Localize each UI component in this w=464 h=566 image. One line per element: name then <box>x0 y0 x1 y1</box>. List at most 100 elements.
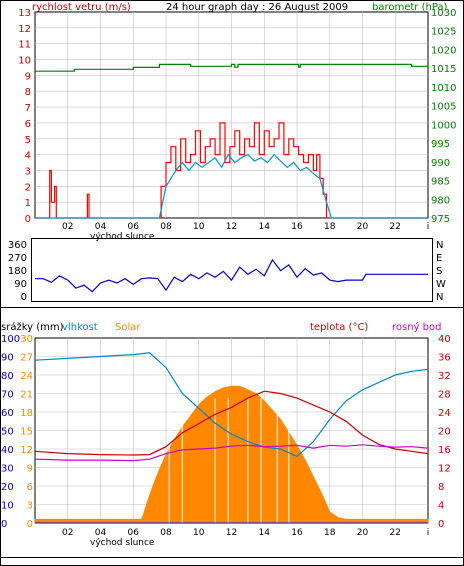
compass-label: N <box>436 292 443 303</box>
wind-tick-label: 4 <box>25 151 31 162</box>
rain-tick-label: 9 <box>27 464 33 475</box>
pressure-tick-label: 975 <box>431 214 450 225</box>
pressure-tick-label: 985 <box>431 177 450 188</box>
temperature-tick-label: 28 <box>438 390 451 401</box>
dewpoint-axis-title: rosný bod <box>392 321 441 333</box>
wind-tick-label: 7 <box>25 103 31 114</box>
rain-tick-label: 15 <box>20 427 33 438</box>
wind-tick-label: 8 <box>25 87 31 98</box>
wind-x-tick-label: 10 <box>193 222 205 232</box>
temperature-tick-label: 40 <box>438 334 451 345</box>
wind-tick-label: 6 <box>25 119 31 130</box>
direction-panel-frame <box>31 238 433 302</box>
pressure-series-line <box>35 63 428 72</box>
temperature-tick-label: 32 <box>438 371 451 382</box>
sunrise-label: východ slunce <box>90 538 155 548</box>
wind-x-tick-label: 14 <box>259 222 271 232</box>
wind-x-tick-label: 18 <box>324 222 336 232</box>
humidity-series-line <box>34 352 429 458</box>
page-title: 24 hour graph day : 26 August 2009 <box>166 2 348 13</box>
rain-tick-label: 24 <box>20 371 33 382</box>
pressure-tick-label: 1010 <box>431 83 456 94</box>
wind-axis-title: rychlost vetru (m/s) <box>32 2 131 13</box>
humidity-tick-label: 70 <box>1 390 14 401</box>
rain-tick-label: 6 <box>27 482 33 493</box>
wind-tick-label: 11 <box>18 40 31 51</box>
humidity-tick-label: 0 <box>1 519 7 530</box>
climate-x-tick-label: 18 <box>324 528 336 538</box>
wind-x-tick-label: 16 <box>291 222 303 232</box>
humidity-tick-label: 60 <box>1 408 14 419</box>
direction-tick-label: 180 <box>8 266 27 277</box>
climate-x-tick-label: 06 <box>128 528 140 538</box>
temperature-tick-label: 0 <box>438 519 444 530</box>
wind-x-tick-label: 04 <box>95 222 107 232</box>
temperature-tick-label: 8 <box>438 482 444 493</box>
wind-tick-label: 3 <box>25 166 31 177</box>
wind-x-tick-label: 22 <box>390 222 401 232</box>
compass-label: W <box>436 279 446 290</box>
humidity-tick-label: 20 <box>1 482 14 493</box>
pressure-tick-label: 1020 <box>431 45 456 56</box>
humidity-tick-label: 40 <box>1 445 14 456</box>
wind-x-tick-label: 06 <box>128 222 140 232</box>
solar-area <box>34 385 429 524</box>
solar-axis-title: Solar <box>115 322 141 333</box>
humidity-tick-label: 30 <box>1 464 14 475</box>
wind-x-tick-end: i <box>427 222 430 232</box>
wind-average-series-line <box>35 153 428 219</box>
direction-tick-label: 270 <box>8 253 27 264</box>
climate-x-tick-label: 14 <box>259 528 271 538</box>
compass-label: N <box>436 240 443 251</box>
rain-tick-label: 27 <box>20 353 33 364</box>
climate-x-tick-label: 12 <box>226 528 237 538</box>
climate-x-tick-label: 02 <box>62 528 73 538</box>
rain-axis-title: srážky (mm) <box>1 321 64 333</box>
wind-x-tick-label: 02 <box>62 222 73 232</box>
wind-tick-label: 13 <box>18 8 31 19</box>
direction-tick-label: 0 <box>21 292 27 303</box>
temperature-tick-label: 12 <box>438 464 451 475</box>
humidity-tick-label: 100 <box>1 334 20 345</box>
direction-tick-label: 90 <box>14 279 27 290</box>
rain-tick-label: 30 <box>20 334 33 345</box>
temperature-tick-label: 36 <box>438 353 451 364</box>
temperature-axis-title: teplota (°C) <box>310 322 368 333</box>
temperature-tick-label: 20 <box>438 427 451 438</box>
wind-x-tick-label: 20 <box>357 222 369 232</box>
rain-tick-label: 3 <box>27 501 33 512</box>
wind-tick-label: 2 <box>25 182 31 193</box>
climate-x-tick-label: 22 <box>390 528 401 538</box>
climate-x-tick-label: 20 <box>357 528 369 538</box>
direction-tick-label: 360 <box>8 240 27 251</box>
pressure-tick-label: 1015 <box>431 64 456 75</box>
pressure-tick-label: 1000 <box>431 120 456 131</box>
temperature-tick-label: 24 <box>438 408 451 419</box>
climate-x-tick-label: 04 <box>95 528 107 538</box>
wind-pressure-plot: 0123456789101112139759809859909951000100… <box>18 8 456 242</box>
sunrise-label: východ slunce <box>90 232 155 242</box>
rain-tick-label: 0 <box>27 519 33 530</box>
wind-tick-label: 10 <box>18 56 31 67</box>
humidity-tick-label: 80 <box>1 371 14 382</box>
pressure-tick-label: 980 <box>431 195 450 206</box>
pressure-tick-label: 990 <box>431 158 450 169</box>
dewpoint-series-line <box>34 444 429 462</box>
temperature-tick-label: 4 <box>438 501 444 512</box>
wind-x-tick-label: 08 <box>160 222 172 232</box>
climate-x-tick-label: 16 <box>291 528 303 538</box>
temperature-series-line <box>34 390 429 456</box>
wind-direction-series-line <box>35 258 428 293</box>
wind-tick-label: 1 <box>25 198 31 209</box>
climate-x-tick-label: 10 <box>193 528 205 538</box>
pressure-axis-title: barometr (hPa) <box>372 2 448 13</box>
humidity-tick-label: 50 <box>1 427 14 438</box>
compass-label: E <box>436 253 442 264</box>
climate-x-tick-end: i <box>427 528 430 538</box>
wind-tick-label: 0 <box>25 214 31 225</box>
compass-label: S <box>436 266 442 277</box>
humidity-tick-label: 10 <box>1 501 14 512</box>
wind-tick-label: 12 <box>18 24 31 35</box>
